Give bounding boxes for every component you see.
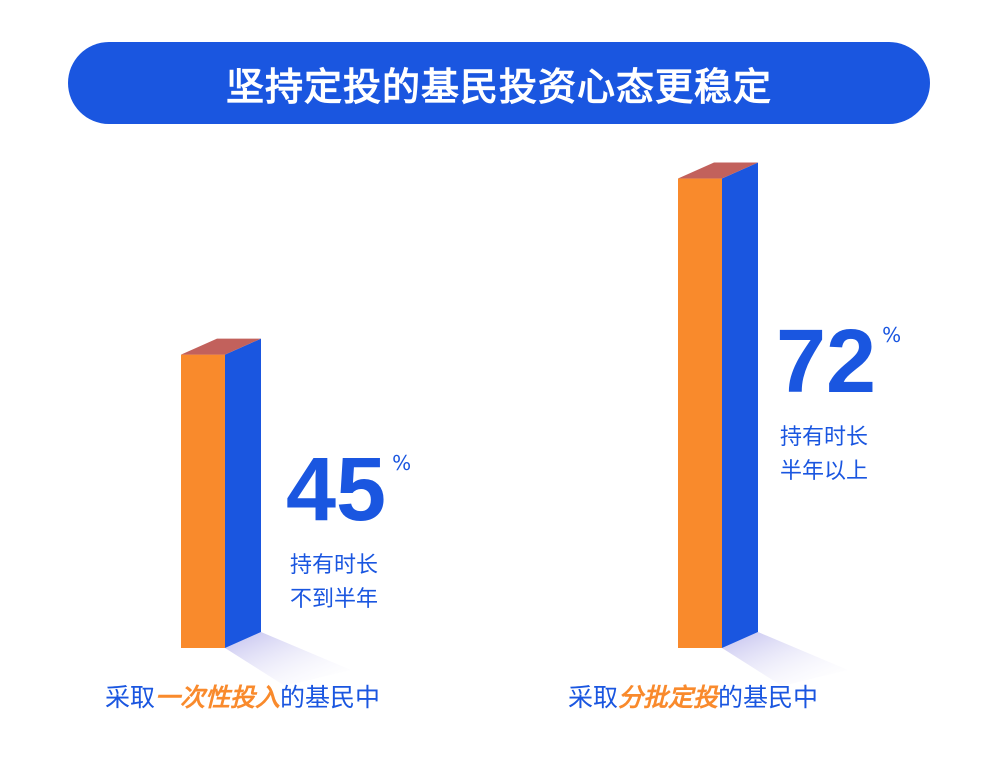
bar-front — [678, 178, 722, 648]
bar-top — [678, 162, 758, 179]
bar-side — [722, 162, 758, 648]
data-label-desc: 持有时长 — [290, 553, 378, 578]
bar-shadow — [225, 632, 351, 686]
data-label-value: 45 — [286, 440, 386, 540]
bar-side — [225, 338, 261, 648]
data-label-desc: 半年以上 — [780, 459, 868, 484]
data-label-unit: % — [392, 451, 411, 475]
data-label-value: 72 — [776, 312, 876, 412]
chart-title: 坚持定投的基民投资心态更稳定 — [225, 64, 772, 109]
data-label-unit: % — [882, 323, 901, 347]
category-label: 采取分批定投的基民中 — [568, 683, 818, 712]
category-label: 采取一次性投入的基民中 — [105, 683, 380, 712]
data-label-desc: 不到半年 — [290, 587, 378, 612]
bar-shadow — [722, 632, 848, 686]
data-label-desc: 持有时长 — [780, 425, 868, 450]
bar-top — [181, 338, 261, 355]
bar-front — [181, 354, 225, 648]
title-banner: 坚持定投的基民投资心态更稳定 — [68, 42, 930, 124]
